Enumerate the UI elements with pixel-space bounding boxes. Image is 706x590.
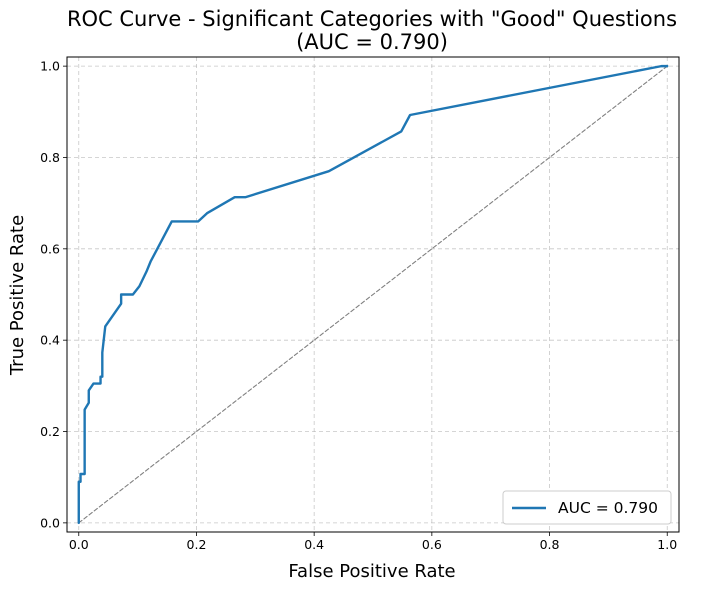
grid — [67, 57, 679, 532]
x-tick-label: 0.0 — [69, 537, 89, 552]
y-tick-label: 0.8 — [40, 150, 60, 165]
y-axis: 0.0 0.2 0.4 0.6 0.8 1.0 — [40, 59, 67, 530]
y-tick-label: 0.0 — [40, 515, 60, 530]
roc-curve-line — [77, 64, 669, 525]
x-tick-label: 0.6 — [422, 537, 442, 552]
y-tick-label: 0.4 — [40, 333, 60, 348]
legend-label: AUC = 0.790 — [558, 499, 658, 517]
y-axis-label: True Positive Rate — [7, 215, 28, 376]
x-tick-label: 0.4 — [304, 537, 324, 552]
x-axis-label: False Positive Rate — [288, 561, 455, 582]
legend: AUC = 0.790 — [502, 490, 672, 525]
chart-title: ROC Curve - Significant Categories with … — [67, 7, 677, 31]
x-tick-label: 0.2 — [187, 537, 207, 552]
x-tick-label: 1.0 — [657, 537, 677, 552]
x-tick-label: 0.8 — [540, 537, 560, 552]
x-axis: 0.0 0.2 0.4 0.6 0.8 1.0 — [69, 532, 677, 552]
y-tick-label: 1.0 — [40, 59, 60, 74]
diagonal-reference-line — [78, 65, 668, 524]
legend-box — [502, 490, 672, 525]
plot-area — [77, 64, 669, 525]
chart-subtitle: (AUC = 0.790) — [296, 30, 448, 54]
y-tick-label: 0.2 — [40, 424, 60, 439]
y-tick-label: 0.6 — [40, 241, 60, 256]
plot-frame — [66, 56, 680, 533]
